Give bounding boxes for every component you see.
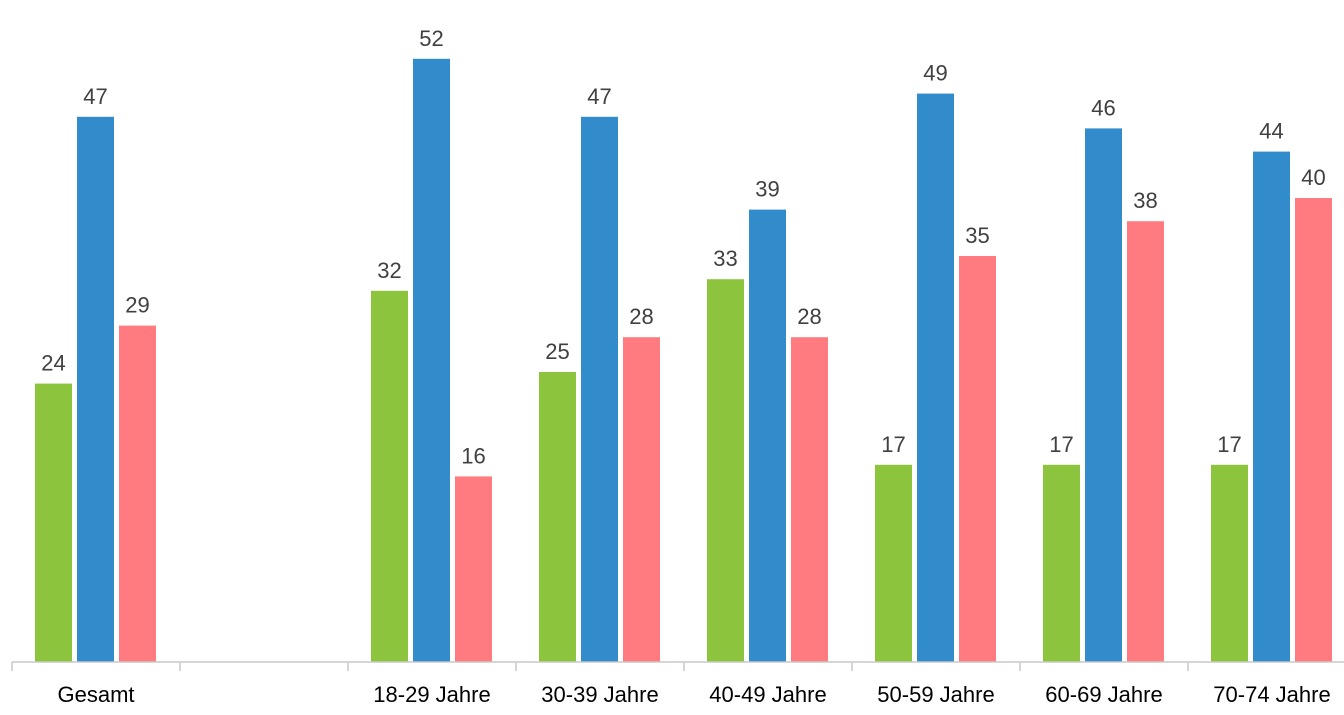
x-tick-label-4: 40-49 Jahre <box>709 682 826 707</box>
bar-series-2-cat-0 <box>77 116 114 663</box>
bar-series-3-cat-0 <box>119 325 156 662</box>
data-label-series-1-cat-5: 17 <box>881 432 905 457</box>
bar-series-3-cat-2 <box>455 476 492 662</box>
data-label-series-2-cat-0: 47 <box>83 84 107 109</box>
bar-series-3-cat-4 <box>791 337 828 662</box>
data-label-series-2-cat-4: 39 <box>755 177 779 202</box>
data-label-series-3-cat-5: 35 <box>965 223 989 248</box>
data-label-series-1-cat-7: 17 <box>1217 432 1241 457</box>
bar-series-3-cat-5 <box>959 256 996 662</box>
bar-series-3-cat-3 <box>623 337 660 662</box>
bar-series-3-cat-6 <box>1127 221 1164 662</box>
data-label-series-2-cat-3: 47 <box>587 84 611 109</box>
bar-series-1-cat-6 <box>1043 464 1080 662</box>
bar-series-1-cat-7 <box>1211 464 1248 662</box>
bar-series-1-cat-3 <box>539 372 576 662</box>
x-tick-label-2: 18-29 Jahre <box>373 682 490 707</box>
data-label-series-2-cat-2: 52 <box>419 26 443 51</box>
bars-layer <box>35 58 1332 663</box>
bar-series-1-cat-5 <box>875 464 912 662</box>
data-label-series-3-cat-2: 16 <box>461 443 485 468</box>
data-label-series-1-cat-0: 24 <box>41 351 65 376</box>
data-label-series-2-cat-6: 46 <box>1091 95 1115 120</box>
data-label-series-3-cat-7: 40 <box>1301 165 1325 190</box>
bar-series-2-cat-2 <box>413 58 450 663</box>
data-label-series-3-cat-3: 28 <box>629 304 653 329</box>
data-label-series-1-cat-4: 33 <box>713 246 737 271</box>
bar-series-2-cat-7 <box>1253 151 1290 662</box>
data-label-series-2-cat-7: 44 <box>1259 119 1283 144</box>
bar-series-2-cat-3 <box>581 116 618 663</box>
x-tick-label-3: 30-39 Jahre <box>541 682 658 707</box>
x-tick-labels: Gesamt 18-29 Jahre 30-39 Jahre 40-49 Jahre 5… <box>57 682 1330 707</box>
x-tick-label-7: 70-74 Jahre <box>1213 682 1330 707</box>
bar-series-2-cat-6 <box>1085 128 1122 662</box>
bar-series-2-cat-4 <box>749 209 786 662</box>
bar-series-1-cat-0 <box>35 383 72 662</box>
data-label-series-3-cat-0: 29 <box>125 293 149 318</box>
data-label-series-1-cat-2: 32 <box>377 258 401 283</box>
x-axis <box>11 661 1344 671</box>
bar-series-2-cat-5 <box>917 93 954 663</box>
x-tick-label-5: 50-59 Jahre <box>877 682 994 707</box>
bar-series-1-cat-2 <box>371 290 408 662</box>
x-tick-label-0: Gesamt <box>57 682 134 707</box>
bar-series-1-cat-4 <box>707 279 744 662</box>
data-label-series-3-cat-4: 28 <box>797 304 821 329</box>
x-tick-label-6: 60-69 Jahre <box>1045 682 1162 707</box>
data-label-series-2-cat-5: 49 <box>923 61 947 86</box>
data-labels-layer: 24 47 29 32 52 16 25 47 28 33 39 28 17 49 35 17 46 38 17 44… <box>41 26 1325 469</box>
data-label-series-1-cat-3: 25 <box>545 339 569 364</box>
data-label-series-3-cat-6: 38 <box>1133 188 1157 213</box>
bar-series-3-cat-7 <box>1295 198 1332 662</box>
data-label-series-1-cat-6: 17 <box>1049 432 1073 457</box>
